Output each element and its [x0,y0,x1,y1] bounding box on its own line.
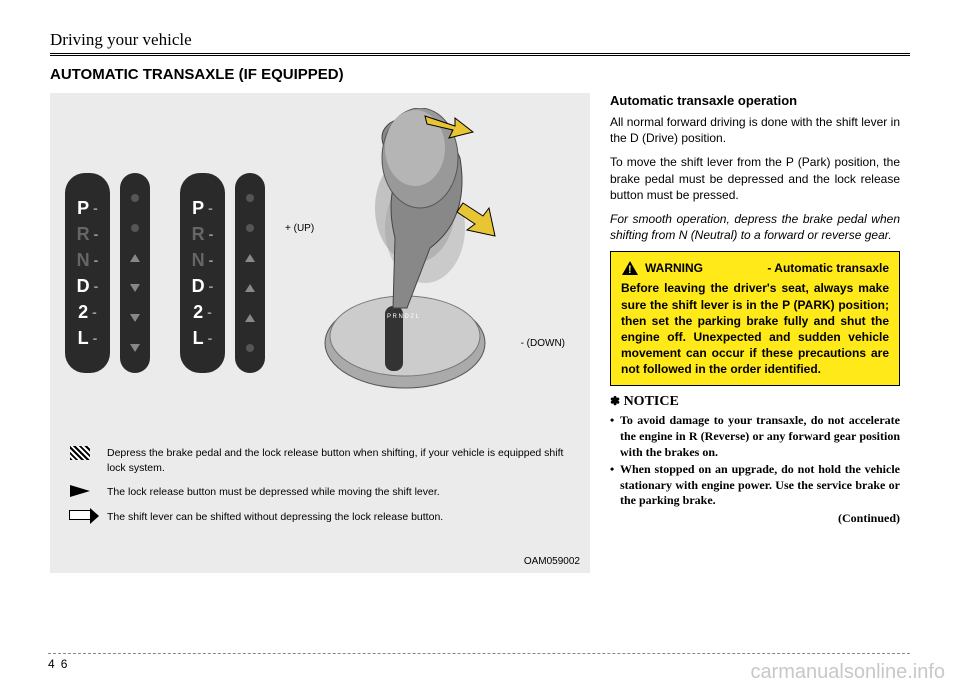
legend-row: The lock release button must be depresse… [65,485,575,500]
legend-outline-icon [65,510,95,520]
notice-heading: ✽ NOTICE [610,394,900,410]
warning-sub: - Automatic transaxle [709,261,889,275]
gear-panel-left-2: P- R- N- D- 2- L- [180,173,225,373]
warning-label: WARNING [645,261,703,275]
gear-panel-left-1: P- R- N- D- 2- L- [65,173,110,373]
gear-position-l: L- [78,329,98,347]
figure-code: OAM059002 [524,556,580,567]
paragraph-italic: For smooth operation, depress the brake … [610,211,900,243]
svg-text:!: ! [628,264,632,276]
paragraph: All normal forward driving is done with … [610,114,900,146]
arrow-panel-1 [120,173,150,373]
legend-text: The shift lever can be shifted without d… [107,510,575,525]
section-title: AUTOMATIC TRANSAXLE (IF EQUIPPED) [50,66,910,83]
shifter-illustration: + (UP) - (DOWN) P R N D 2 L [275,108,575,438]
gear-position-n: N- [192,251,214,269]
page-section: 4 [48,657,55,671]
legend-solid-icon [65,485,95,497]
gear-position-r: R- [77,225,99,243]
svg-text:P R N D 2 L: P R N D 2 L [387,314,420,320]
gear-position-l: L- [193,329,213,347]
warning-box: ! WARNING - Automatic transaxle Before l… [610,251,900,386]
legend-hatch-icon [65,446,95,460]
watermark: carmanualsonline.info [750,661,945,684]
continued-label: (Continued) [610,511,900,526]
legend-text: The lock release button must be depresse… [107,485,575,500]
chapter-title: Driving your vehicle [50,30,910,50]
subheading: Automatic transaxle operation [610,93,900,108]
notice-item: When stopped on an upgrade, do not hold … [610,462,900,509]
legend-text: Depress the brake pedal and the lock rel… [107,446,575,475]
warning-icon: ! [621,260,639,276]
figure-legend: Depress the brake pedal and the lock rel… [65,446,575,525]
gear-position-p: P- [77,199,98,217]
shifter-svg: P R N D 2 L [295,108,545,418]
legend-row: Depress the brake pedal and the lock rel… [65,446,575,475]
arrow-panel-2 [235,173,265,373]
gear-position-d: D- [192,277,214,295]
figure-box: P- R- N- D- 2- L- P- R- N- D- 2- L- [50,93,590,573]
notice-list: To avoid damage to your transaxle, do no… [610,413,900,509]
gear-position-2: 2- [78,303,97,321]
gear-position-2: 2- [193,303,212,321]
warning-body: Before leaving the driver's seat, always… [621,280,889,377]
page-number: 6 [61,657,68,671]
notice-item: To avoid damage to your transaxle, do no… [610,413,900,460]
header-rule [50,53,910,56]
gear-position-r: R- [192,225,214,243]
paragraph: To move the shift lever from the P (Park… [610,154,900,203]
legend-row: The shift lever can be shifted without d… [65,510,575,525]
gear-position-d: D- [77,277,99,295]
gear-position-p: P- [192,199,213,217]
gear-position-n: N- [77,251,99,269]
